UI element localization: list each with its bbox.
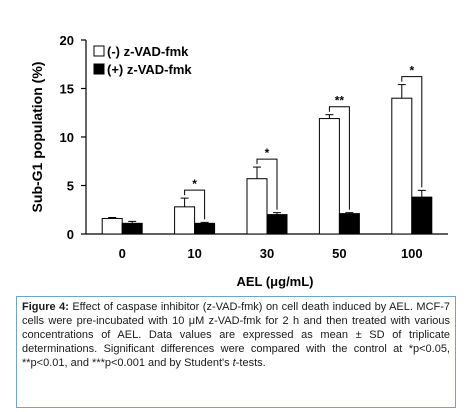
x-tick-label: 10 [187, 246, 201, 261]
significance-marker: * [265, 146, 270, 160]
caption-box [16, 296, 456, 408]
significance-bracket [401, 76, 423, 188]
legend-label: (+) z-VAD-fmk [107, 62, 192, 77]
significance-marker: * [409, 64, 414, 78]
bar-plus-zvad [411, 196, 433, 235]
bar-plus-zvad [338, 213, 360, 235]
bar-minus-zvad [318, 118, 340, 235]
significance-bracket [328, 106, 350, 210]
bar-plus-zvad [121, 222, 143, 235]
caption-text-2: -tests. [235, 357, 266, 369]
bar-plus-zvad [194, 222, 216, 235]
significance-bracket [256, 158, 278, 210]
y-tick-label: 5 [67, 179, 74, 194]
caption-label: Figure 4: [22, 301, 69, 313]
caption-t-symbol: t [232, 357, 236, 369]
significance-marker: ** [335, 94, 345, 108]
y-tick-label: 15 [60, 82, 74, 97]
significance-marker: * [192, 177, 197, 191]
y-tick-label: 20 [60, 33, 74, 48]
figure-caption: Figure 4: Effect of caspase inhibitor (z… [22, 300, 450, 370]
y-axis-label: Sub-G1 population (%) [29, 62, 45, 213]
legend-swatch [93, 45, 105, 57]
bar-minus-zvad [391, 97, 413, 235]
legend-swatch [93, 63, 105, 75]
x-tick-label: 30 [260, 246, 274, 261]
x-tick-label: 0 [119, 246, 126, 261]
x-tick-label: 100 [401, 246, 423, 261]
caption-text-1: Effect of caspase inhibitor (z-VAD-fmk) … [22, 301, 451, 369]
x-axis-label: AEL (μg/mL) [236, 274, 313, 289]
significance-bracket [184, 189, 206, 220]
y-tick-label: 10 [60, 130, 74, 145]
bar-minus-zvad [101, 217, 123, 235]
legend-label: (-) z-VAD-fmk [107, 44, 189, 59]
bar-plus-zvad [266, 214, 288, 235]
sub-g1-bar-chart: 0 5 10 15 20 Sub-G1 population (%) AEL (μg/mL)… [29, 33, 448, 289]
bar-minus-zvad [174, 206, 196, 235]
bar-minus-zvad [246, 178, 268, 235]
y-tick-label: 0 [67, 227, 74, 242]
x-tick-label: 50 [332, 246, 346, 261]
